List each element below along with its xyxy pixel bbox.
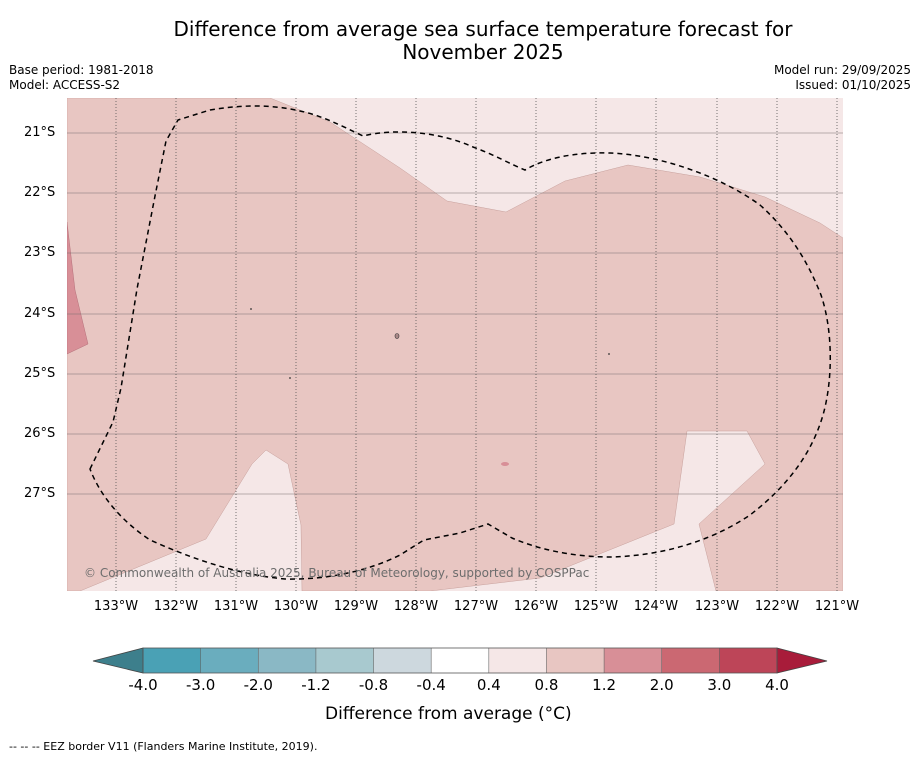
eez-footnote: -- -- -- EEZ border V11 (Flanders Marine… bbox=[9, 740, 318, 753]
longitude-label: 132°W bbox=[153, 599, 199, 614]
latitude-label: 27°S bbox=[24, 486, 56, 501]
model-run: Model run: 29/09/2025 bbox=[773, 63, 911, 77]
graticule bbox=[67, 98, 843, 591]
longitude-label: 130°W bbox=[273, 599, 319, 614]
eez-border bbox=[89, 105, 831, 580]
colorbar-cell bbox=[143, 648, 202, 673]
colorbar-cell bbox=[373, 648, 432, 673]
copyright-notice: © Commonwealth of Australia 2025, Bureau… bbox=[84, 566, 590, 580]
warm-speck bbox=[501, 462, 509, 466]
colorbar-cell bbox=[488, 648, 547, 673]
colorbar-outline bbox=[142, 647, 778, 674]
colorbar-tick-label: 0.4 bbox=[476, 676, 501, 694]
colorbar-cell bbox=[200, 648, 259, 673]
longitude-label: 121°W bbox=[814, 599, 860, 614]
colorbar-cell bbox=[258, 648, 317, 673]
latitude-label: 25°S bbox=[24, 366, 56, 381]
colorbar-tick-label: -2.0 bbox=[243, 676, 273, 694]
map-title: Difference from average sea surface temp… bbox=[173, 17, 793, 64]
latitude-label: 21°S bbox=[24, 125, 56, 140]
longitude-label: 129°W bbox=[333, 599, 379, 614]
model-name: Model: ACCESS-S2 bbox=[9, 78, 121, 92]
latitude-label: 22°S bbox=[24, 185, 56, 200]
colorbar-tick-label: -0.8 bbox=[358, 676, 389, 694]
colorbar-tick-label: -0.4 bbox=[416, 676, 446, 694]
colorbar bbox=[92, 647, 828, 674]
island-marker bbox=[608, 353, 610, 355]
map-panel bbox=[67, 98, 843, 591]
colorbar-tick-label: 4.0 bbox=[765, 676, 789, 694]
colorbar-title: Difference from average (°C) bbox=[325, 704, 572, 724]
latitude-label: 24°S bbox=[24, 306, 56, 321]
latitude-label: 23°S bbox=[24, 245, 56, 260]
colorbar-cell bbox=[546, 648, 605, 673]
colorbar-tick-label: 1.2 bbox=[592, 676, 617, 694]
metadata-right: Model run: 29/09/2025 Issued: 01/10/2025 bbox=[774, 63, 911, 93]
longitude-label: 124°W bbox=[633, 599, 679, 614]
longitude-label: 128°W bbox=[393, 599, 439, 614]
longitude-label: 127°W bbox=[453, 599, 499, 614]
anomaly-region-warm bbox=[67, 221, 89, 355]
colorbar-cells bbox=[143, 648, 778, 673]
latitude-label: 26°S bbox=[24, 426, 56, 441]
colorbar-extend-high bbox=[776, 647, 828, 674]
colorbar-cell bbox=[431, 648, 490, 673]
longitude-label: 123°W bbox=[694, 599, 740, 614]
island-marker bbox=[289, 377, 291, 379]
longitude-label: 122°W bbox=[754, 599, 800, 614]
metadata-left: Base period: 1981-2018 Model: ACCESS-S2 bbox=[9, 63, 154, 93]
colorbar-tick-label: 2.0 bbox=[649, 676, 674, 694]
issued-date: Issued: 01/10/2025 bbox=[795, 78, 911, 92]
island-marker bbox=[250, 308, 252, 310]
colorbar-tick-label: 3.0 bbox=[707, 676, 732, 694]
colorbar-tick-label: -1.2 bbox=[301, 676, 331, 694]
base-period: Base period: 1981-2018 bbox=[9, 63, 154, 77]
island-marker bbox=[394, 333, 400, 339]
colorbar-tick-label: 0.8 bbox=[534, 676, 559, 694]
longitude-label: 131°W bbox=[213, 599, 259, 614]
colorbar-tick-label: -3.0 bbox=[185, 676, 216, 694]
colorbar-tick-label: -4.0 bbox=[128, 676, 158, 694]
longitude-label: 126°W bbox=[513, 599, 559, 614]
colorbar-extend-low bbox=[92, 647, 144, 674]
colorbar-cell bbox=[661, 648, 720, 673]
longitude-label: 133°W bbox=[93, 599, 139, 614]
colorbar-cell bbox=[315, 648, 375, 673]
colorbar-cell bbox=[719, 648, 778, 673]
longitude-label: 125°W bbox=[573, 599, 619, 614]
colorbar-cell bbox=[604, 648, 663, 673]
